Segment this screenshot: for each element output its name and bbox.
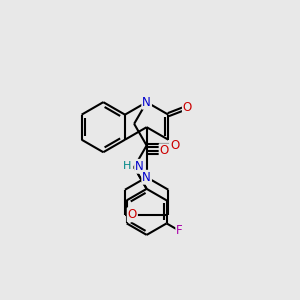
Text: O: O [160,144,169,157]
Text: N: N [142,171,151,184]
Text: F: F [176,224,183,237]
Text: N: N [142,96,151,109]
Text: O: O [128,208,137,221]
Text: H: H [123,161,131,171]
Text: O: O [170,139,179,152]
Text: O: O [183,101,192,114]
Text: N: N [135,160,144,173]
